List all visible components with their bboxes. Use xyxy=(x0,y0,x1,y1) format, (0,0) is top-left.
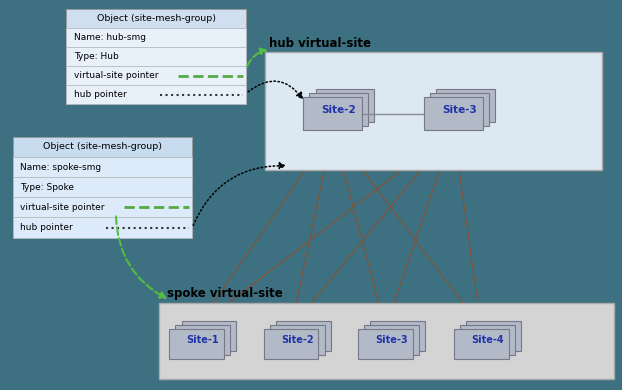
FancyBboxPatch shape xyxy=(67,9,246,28)
Text: Name: hub-smg: Name: hub-smg xyxy=(74,33,146,42)
FancyBboxPatch shape xyxy=(159,303,615,379)
FancyBboxPatch shape xyxy=(276,321,331,351)
Text: Object (site-mesh-group): Object (site-mesh-group) xyxy=(43,142,162,151)
FancyBboxPatch shape xyxy=(12,197,192,218)
FancyBboxPatch shape xyxy=(358,329,412,359)
FancyBboxPatch shape xyxy=(371,321,425,351)
FancyBboxPatch shape xyxy=(304,97,362,130)
FancyBboxPatch shape xyxy=(12,218,192,238)
Text: Object (site-mesh-group): Object (site-mesh-group) xyxy=(96,14,216,23)
FancyBboxPatch shape xyxy=(454,329,509,359)
Text: Site-4: Site-4 xyxy=(471,335,504,345)
FancyBboxPatch shape xyxy=(12,137,192,157)
FancyBboxPatch shape xyxy=(182,321,236,351)
FancyBboxPatch shape xyxy=(364,325,419,355)
FancyBboxPatch shape xyxy=(430,93,489,126)
Text: Site-3: Site-3 xyxy=(375,335,408,345)
Text: Type: Hub: Type: Hub xyxy=(74,52,119,61)
FancyBboxPatch shape xyxy=(12,157,192,177)
FancyBboxPatch shape xyxy=(12,177,192,197)
FancyBboxPatch shape xyxy=(310,93,368,126)
Text: Name: spoke-smg: Name: spoke-smg xyxy=(20,163,101,172)
Text: Site-3: Site-3 xyxy=(442,105,477,115)
Text: Type: Spoke: Type: Spoke xyxy=(20,183,74,192)
FancyBboxPatch shape xyxy=(466,321,521,351)
FancyBboxPatch shape xyxy=(67,47,246,66)
Text: virtual-site pointer: virtual-site pointer xyxy=(74,71,159,80)
FancyBboxPatch shape xyxy=(460,325,515,355)
FancyBboxPatch shape xyxy=(315,89,374,122)
FancyBboxPatch shape xyxy=(437,89,495,122)
FancyBboxPatch shape xyxy=(67,66,246,85)
Text: hub pointer: hub pointer xyxy=(20,223,73,232)
Text: virtual-site pointer: virtual-site pointer xyxy=(20,203,104,212)
Text: hub virtual-site: hub virtual-site xyxy=(269,37,371,50)
Text: Site-2: Site-2 xyxy=(281,335,313,345)
FancyBboxPatch shape xyxy=(270,325,325,355)
Text: Site-2: Site-2 xyxy=(322,105,356,115)
FancyBboxPatch shape xyxy=(67,28,246,47)
FancyBboxPatch shape xyxy=(175,325,230,355)
FancyBboxPatch shape xyxy=(264,52,602,170)
FancyBboxPatch shape xyxy=(264,329,318,359)
Text: hub pointer: hub pointer xyxy=(74,90,127,99)
Text: spoke virtual-site: spoke virtual-site xyxy=(167,287,283,300)
FancyBboxPatch shape xyxy=(424,97,483,130)
FancyBboxPatch shape xyxy=(67,85,246,104)
Text: Site-1: Site-1 xyxy=(187,335,219,345)
FancyBboxPatch shape xyxy=(169,329,224,359)
